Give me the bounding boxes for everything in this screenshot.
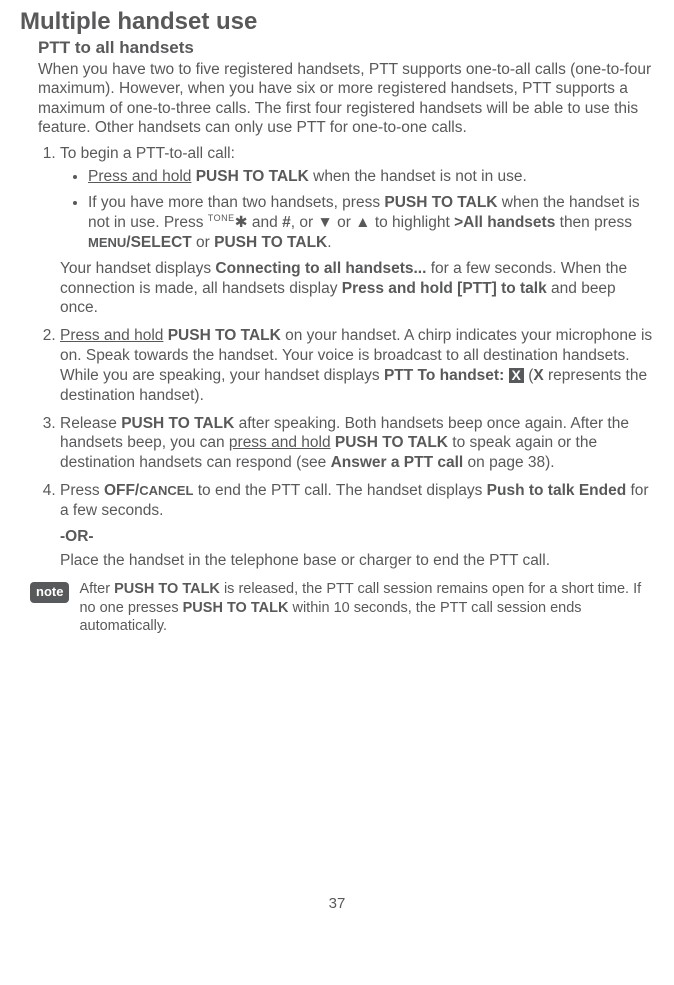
text-s3h: on page 38).	[463, 454, 554, 471]
text-s2f: (	[524, 367, 533, 384]
step-1-follow: Your handset displays Connecting to all …	[60, 259, 654, 318]
menu-label: MENU	[88, 235, 126, 250]
up-arrow-icon: ▲	[355, 214, 370, 231]
tone-label: TONE	[208, 213, 235, 223]
intro-paragraph: When you have two to five registered han…	[38, 60, 654, 138]
note-badge: note	[30, 582, 69, 602]
push-to-talk-1: PUSH TO TALK	[191, 168, 308, 185]
push-to-talk-5: PUSH TO TALK	[121, 415, 234, 432]
ptt-to-handset-label: PTT To handset:	[384, 367, 509, 384]
select-label: /SELECT	[126, 234, 191, 251]
press-and-hold-1: Press and hold	[88, 168, 191, 185]
push-to-talk-6: PUSH TO TALK	[331, 434, 448, 451]
push-to-talk-3: PUSH TO TALK	[214, 234, 327, 251]
press-hold-ptt-msg: Press and hold [PTT] to talk	[342, 280, 547, 297]
step-1-bullet-2: If you have more than two handsets, pres…	[88, 193, 654, 253]
press-and-hold-3: press and hold	[229, 434, 331, 451]
text-s4a: Press	[60, 482, 104, 499]
text-s2d: While you are speaking, your handset dis…	[60, 367, 384, 384]
text-1c: when the handset is not in use.	[309, 168, 527, 185]
push-to-talk-4: PUSH TO TALK	[163, 327, 280, 344]
answer-ptt-ref: Answer a PTT call	[331, 454, 464, 471]
x-box-icon: X	[509, 368, 524, 383]
text-s4f: Place the handset in the telephone base …	[60, 551, 654, 571]
cancel-label: CANCEL	[139, 483, 193, 498]
page-number: 37	[20, 895, 654, 912]
text-2e: , or	[291, 214, 318, 231]
ptt-ended-msg: Push to talk Ended	[487, 482, 627, 499]
step-3: Release PUSH TO TALK after speaking. Bot…	[60, 414, 654, 473]
text-2i: then press	[555, 214, 632, 231]
all-handsets-label: >All handsets	[454, 214, 555, 231]
steps-list: To begin a PTT-to-all call: Press and ho…	[38, 144, 654, 571]
note-block: note After PUSH TO TALK is released, the…	[30, 580, 654, 634]
down-arrow-icon: ▼	[317, 214, 332, 231]
text-s3a: Release	[60, 415, 121, 432]
text-2f: or	[333, 214, 355, 231]
step-1: To begin a PTT-to-all call: Press and ho…	[60, 144, 654, 319]
x-ref: X	[533, 367, 543, 384]
main-title: Multiple handset use	[20, 8, 654, 36]
text-2d: and	[248, 214, 282, 231]
hash-key: #	[282, 214, 291, 231]
step-1-lead: To begin a PTT-to-all call:	[60, 145, 235, 162]
text-2l: .	[327, 234, 331, 251]
page-content: Multiple handset use PTT to all handsets…	[0, 0, 674, 932]
push-to-talk-8: PUSH TO TALK	[183, 600, 289, 616]
sub-title: PTT to all handsets	[38, 38, 654, 58]
text-2g: to highlight	[371, 214, 455, 231]
star-key: ✱	[235, 214, 248, 231]
connecting-msg: Connecting to all handsets...	[215, 260, 426, 277]
or-divider: -OR-	[60, 527, 654, 547]
step-1-sublist: Press and hold PUSH TO TALK when the han…	[60, 167, 654, 252]
note-a: After	[79, 581, 114, 597]
follow-a: Your handset displays	[60, 260, 215, 277]
text-2a: If you have more than two handsets, pres…	[88, 194, 384, 211]
text-2j: or	[192, 234, 214, 251]
off-label: OFF/	[104, 482, 139, 499]
push-to-talk-2: PUSH TO TALK	[384, 194, 497, 211]
press-and-hold-2: Press and hold	[60, 327, 163, 344]
push-to-talk-7: PUSH TO TALK	[114, 581, 220, 597]
step-2: Press and hold PUSH TO TALK on your hand…	[60, 326, 654, 405]
note-text: After PUSH TO TALK is released, the PTT …	[79, 580, 654, 634]
text-s4c: to end the PTT call. The handset display…	[193, 482, 486, 499]
step-1-bullet-1: Press and hold PUSH TO TALK when the han…	[88, 167, 654, 187]
step-4: Press OFF/CANCEL to end the PTT call. Th…	[60, 481, 654, 570]
